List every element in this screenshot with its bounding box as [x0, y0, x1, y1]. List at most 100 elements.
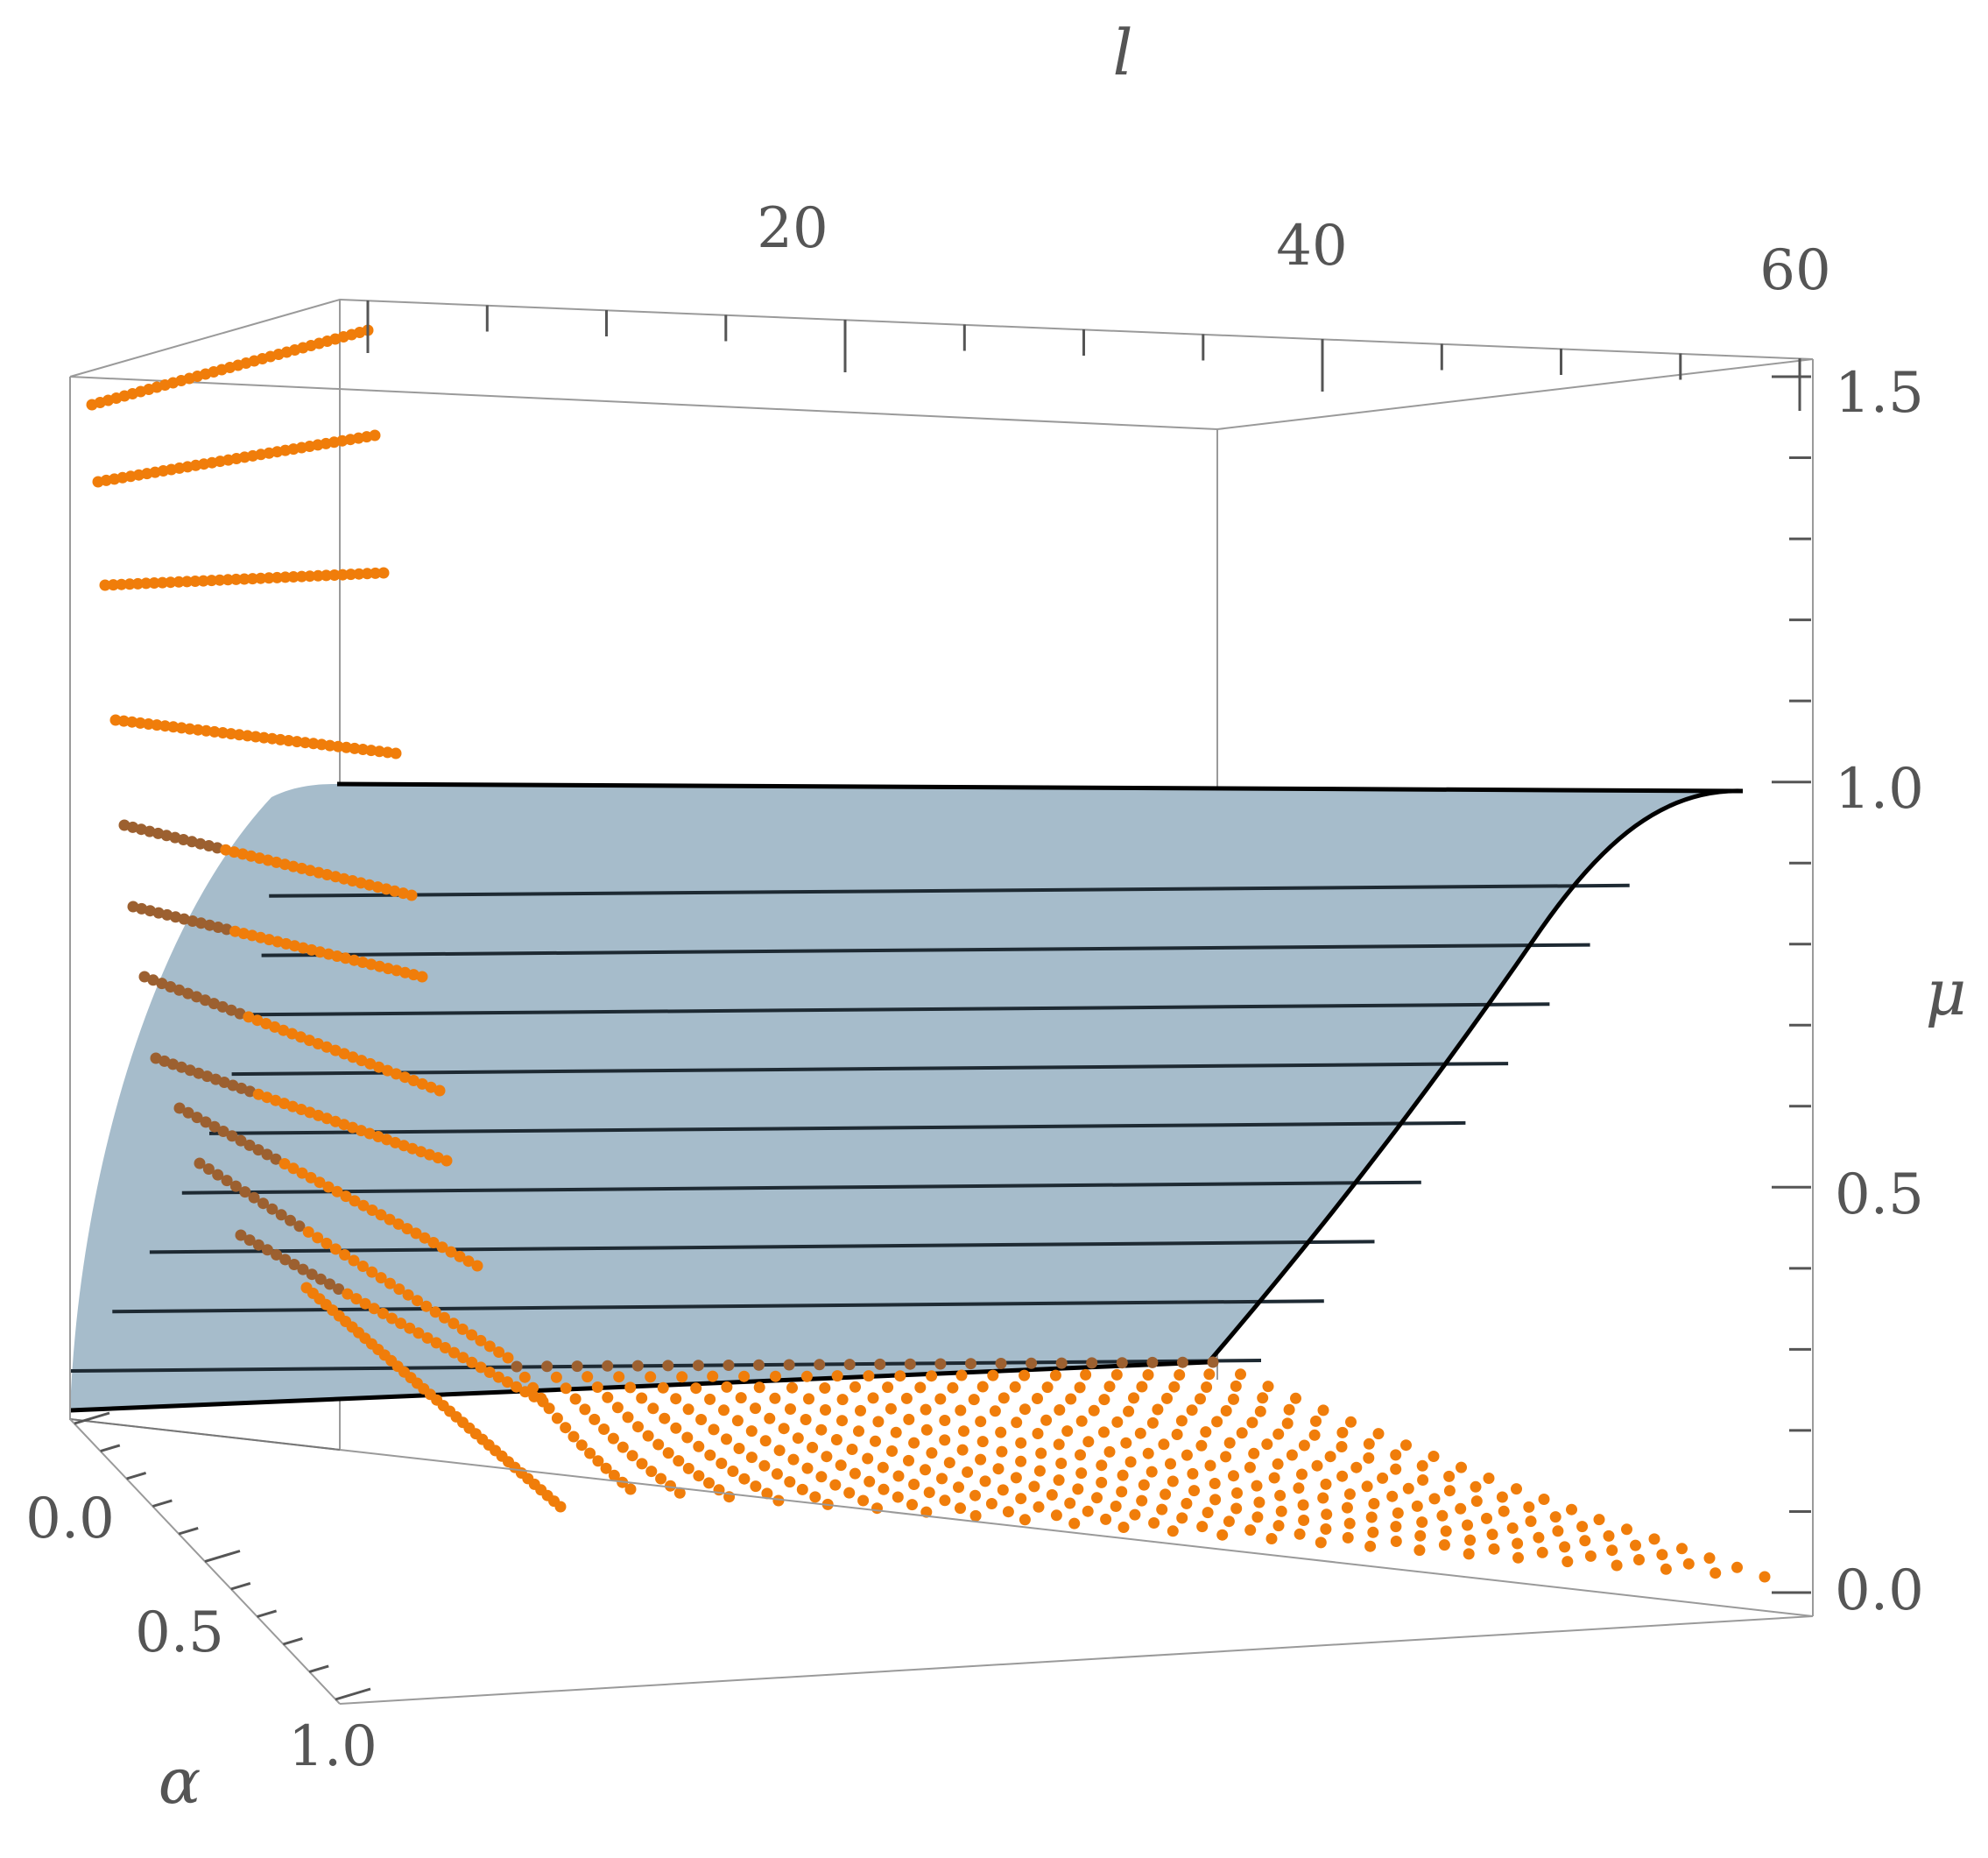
- data-point: [429, 1306, 441, 1318]
- data-point: [843, 1487, 856, 1499]
- data-point: [846, 1444, 858, 1455]
- data-point: [402, 1289, 414, 1301]
- data-point: [602, 1360, 614, 1372]
- data-point: [955, 1369, 968, 1381]
- data-point: [1511, 1483, 1522, 1495]
- data-point: [287, 571, 300, 583]
- data-point: [369, 429, 381, 442]
- data-point: [300, 737, 311, 749]
- data-point: [271, 856, 283, 868]
- data-point: [624, 1483, 637, 1495]
- data-point: [432, 1152, 444, 1164]
- data-point: [906, 1499, 918, 1511]
- data-point: [127, 901, 139, 913]
- data-point: [1111, 1416, 1124, 1428]
- data-point: [1272, 1458, 1284, 1470]
- data-point: [670, 1393, 682, 1405]
- data-point: [255, 931, 267, 943]
- data-point: [969, 1489, 981, 1501]
- data-point: [144, 905, 156, 917]
- data-point: [374, 960, 385, 972]
- data-point: [356, 1055, 368, 1067]
- data-point: [567, 1431, 580, 1443]
- data-point: [1064, 1497, 1076, 1509]
- data-point: [1146, 1466, 1158, 1478]
- data-point: [1082, 1505, 1094, 1517]
- data-point: [184, 723, 196, 735]
- data-point: [1204, 1459, 1216, 1472]
- data-point: [203, 919, 215, 931]
- data-point: [127, 821, 139, 833]
- data-point: [890, 1426, 902, 1438]
- data-point: [693, 1440, 705, 1452]
- data-point: [1481, 1512, 1492, 1524]
- data-point: [389, 1136, 401, 1148]
- data-point: [770, 1370, 781, 1382]
- data-point: [307, 738, 320, 750]
- data-point: [419, 1232, 431, 1244]
- data-point: [878, 1483, 890, 1495]
- data-point: [181, 576, 193, 588]
- data-point: [274, 733, 286, 745]
- data-point: [493, 1346, 505, 1358]
- data-point: [401, 1223, 413, 1235]
- data-point: [434, 1084, 446, 1097]
- data-point: [340, 1190, 352, 1203]
- data-point: [662, 1360, 674, 1372]
- data-point: [152, 907, 165, 919]
- data-point: [955, 1502, 966, 1515]
- data-point: [257, 1197, 269, 1210]
- data-point: [436, 1241, 448, 1254]
- data-point: [157, 576, 168, 589]
- data-point: [377, 567, 390, 579]
- data-point: [1298, 1439, 1310, 1452]
- data-point: [1040, 1414, 1053, 1426]
- data-point: [800, 1414, 812, 1425]
- data-point: [1080, 1368, 1092, 1381]
- data-point: [1365, 1511, 1378, 1523]
- data-point: [322, 948, 335, 960]
- data-point: [997, 1484, 1009, 1496]
- data-point: [947, 1381, 959, 1394]
- data-point: [821, 1451, 833, 1463]
- data-point: [1377, 1472, 1389, 1484]
- data-point: [1315, 1537, 1327, 1549]
- data-point: [208, 998, 220, 1010]
- data-point: [1386, 1490, 1399, 1502]
- data-point: [962, 1466, 974, 1478]
- data-point: [1621, 1523, 1632, 1536]
- data-point: [420, 1300, 433, 1312]
- data-point: [266, 1203, 278, 1215]
- data-point: [193, 1067, 205, 1079]
- data-point: [855, 1404, 866, 1416]
- data-point: [1142, 1369, 1154, 1381]
- data-point: [1033, 1465, 1046, 1477]
- data-point: [1566, 1503, 1577, 1515]
- data-point: [936, 1473, 948, 1485]
- data-point: [1211, 1416, 1223, 1428]
- data-point: [632, 1421, 644, 1433]
- data-point: [908, 1437, 920, 1449]
- data-point: [365, 958, 377, 971]
- data-point: [1195, 1439, 1208, 1452]
- data-point: [225, 1004, 237, 1016]
- data-point: [733, 1443, 745, 1454]
- data-point: [1188, 1485, 1200, 1497]
- data-point: [1413, 1544, 1426, 1557]
- data-point: [955, 1404, 967, 1416]
- l-tick-label-20: 20: [757, 196, 828, 261]
- data-point: [1187, 1467, 1199, 1480]
- data-point: [236, 1082, 248, 1094]
- data-point: [1462, 1519, 1473, 1531]
- data-point: [1171, 1429, 1183, 1440]
- data-point: [364, 1057, 377, 1070]
- data-point: [870, 1435, 881, 1447]
- data-point: [1124, 1456, 1137, 1468]
- data-point: [270, 1153, 282, 1165]
- data-point: [161, 908, 173, 921]
- data-point: [1512, 1551, 1524, 1564]
- data-point: [1196, 1521, 1209, 1533]
- data-point: [386, 1312, 398, 1325]
- data-point: [182, 1106, 194, 1119]
- data-point: [239, 1186, 251, 1198]
